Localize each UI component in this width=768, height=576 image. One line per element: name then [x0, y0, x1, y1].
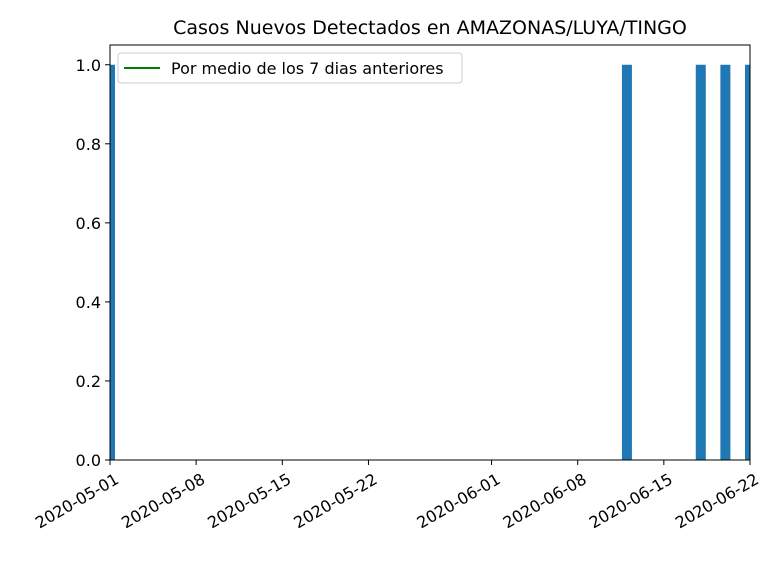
axes: 0.00.20.40.60.81.02020-05-012020-05-0820…: [32, 44, 762, 532]
x-tick-label: 2020-06-01: [414, 469, 504, 532]
y-tick-label: 0.4: [76, 293, 101, 312]
legend-entry-label: Por medio de los 7 dias anteriores: [171, 59, 444, 78]
y-tick-label: 0.0: [76, 451, 101, 470]
legend: Por medio de los 7 dias anteriores: [117, 52, 463, 84]
y-tick-label: 0.2: [76, 372, 101, 391]
bar-2020-06-22: [745, 64, 750, 460]
plot-frame: [109, 44, 751, 461]
x-tick-label: 2020-05-08: [118, 469, 208, 532]
bar-2020-06-12: [621, 64, 632, 460]
x-tick-label: 2020-05-15: [204, 469, 294, 532]
x-tick-label: 2020-06-15: [586, 469, 676, 532]
bar-2020-06-20: [720, 64, 731, 460]
y-tick-label: 0.6: [76, 214, 101, 233]
plot-area: [110, 64, 750, 460]
y-tick-label: 1.0: [76, 56, 101, 75]
x-tick-label: 2020-05-22: [290, 469, 380, 532]
x-tick-label: 2020-05-01: [32, 469, 122, 532]
bar-2020-06-18: [695, 64, 706, 460]
x-tick-label: 2020-06-22: [672, 469, 762, 532]
chart-title: Casos Nuevos Detectados en AMAZONAS/LUYA…: [173, 17, 687, 39]
bar-2020-05-01: [110, 64, 115, 460]
y-tick-label: 0.8: [76, 135, 101, 154]
legend-box: [117, 52, 463, 84]
x-tick-label: 2020-06-08: [500, 469, 590, 532]
